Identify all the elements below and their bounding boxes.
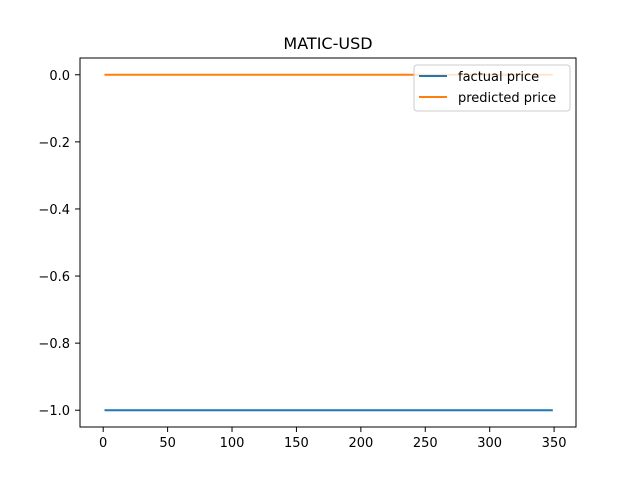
y-tick-label: −0.2	[38, 136, 70, 151]
y-tick-label: 0.0	[49, 69, 70, 84]
legend-label-factual-price: factual price	[458, 70, 539, 85]
x-tick-label: 100	[220, 436, 245, 451]
x-tick-label: 150	[284, 436, 309, 451]
chart-title: MATIC-USD	[283, 34, 372, 53]
legend-label-predicted-price: predicted price	[458, 91, 556, 106]
legend: factual price predicted price	[413, 64, 571, 112]
x-tick-label: 300	[477, 436, 502, 451]
series-layer	[104, 73, 553, 412]
x-tick-label: 50	[159, 436, 176, 451]
x-axis: 0 50 100 150 200 250 300 350	[99, 427, 567, 451]
y-tick-label: −0.8	[38, 337, 70, 352]
legend-box	[413, 64, 571, 112]
x-tick-label: 0	[99, 436, 107, 451]
y-tick-label: −1.0	[38, 404, 70, 419]
x-tick-label: 200	[348, 436, 373, 451]
x-tick-label: 350	[542, 436, 567, 451]
y-tick-label: −0.4	[38, 203, 70, 218]
plot-area-frame	[79, 57, 577, 428]
y-axis: 0.0 −0.2 −0.4 −0.6 −0.8 −1.0	[38, 69, 80, 419]
y-tick-label: −0.6	[38, 270, 70, 285]
x-tick-label: 250	[413, 436, 438, 451]
